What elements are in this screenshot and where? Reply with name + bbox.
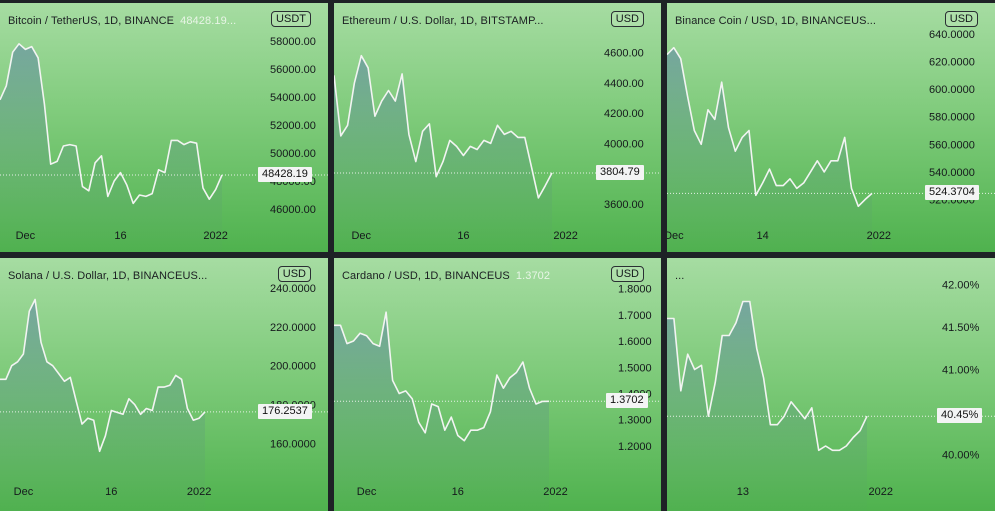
chart-title-value: 1.3702	[515, 270, 551, 282]
price-area	[0, 43, 222, 252]
y-tick-label: 640.0000	[929, 29, 975, 41]
btc-chart-svg: 58000.00 56000.00 54000.00 52000.00 50000.00…	[0, 36, 328, 252]
y-tick-label: 580.0000	[929, 112, 975, 124]
ada-chart-panel[interactable]: 1.80001.70001.60001.50001.40001.30001.20…	[334, 258, 661, 511]
x-tick-label: Dec	[357, 486, 377, 498]
y-tick-label: 41.50%	[942, 322, 980, 334]
x-tick-label: 2022	[187, 486, 211, 498]
sol-chart-svg: 240.0000220.0000200.0000180.0000160.0000…	[0, 283, 328, 511]
chart-title: Solana / U.S. Dollar, 1D, BINANCEUS...	[8, 270, 213, 282]
y-tick-label: 200.0000	[270, 361, 316, 373]
y-tick-label: 50000.00	[270, 148, 316, 160]
eth-chart-svg: 4600.004400.004200.004000.003800.003600.…	[334, 48, 661, 252]
x-tick-label: 2022	[553, 230, 577, 242]
price-line	[667, 46, 873, 208]
currency-badge[interactable]: USD	[944, 11, 978, 27]
x-tick-label: 16	[457, 230, 469, 242]
chart-title-text: Bitcoin / TetherUS, 1D, BINANCE	[8, 15, 175, 27]
x-tick-label: 2022	[867, 230, 891, 242]
btc-chart-panel[interactable]: 58000.00 56000.00 54000.00 52000.00 50000.00…	[0, 3, 328, 252]
price-line	[334, 311, 550, 442]
y-tick-label: 1.2000	[618, 441, 652, 453]
price-area	[667, 47, 872, 252]
chart-title-text: ...	[675, 270, 685, 282]
price-line	[667, 300, 868, 452]
y-tick-label: 240.0000	[270, 283, 316, 295]
last-price-label: 1.3702	[606, 393, 648, 409]
x-tick-label: 2022	[869, 486, 893, 498]
currency-badge[interactable]: USD	[610, 266, 644, 282]
bnb-chart-svg: 640.0000 620.0000 600.0000 580.0000 560.0000…	[667, 29, 995, 252]
chart-title: Binance Coin / USD, 1D, BINANCEUS...	[675, 15, 882, 27]
bnb-chart-panel[interactable]: 640.0000 620.0000 600.0000 580.0000 560.0000…	[667, 3, 995, 252]
x-tick-label: Dec	[667, 230, 684, 242]
x-tick-label: 16	[114, 230, 126, 242]
y-tick-label: 1.6000	[618, 336, 652, 348]
y-tick-label: 600.0000	[929, 84, 975, 96]
x-tick-label: Dec	[14, 486, 34, 498]
y-tick-label: 4600.00	[604, 48, 644, 60]
ada-chart-svg: 1.80001.70001.60001.50001.40001.30001.20…	[334, 284, 661, 511]
last-price-label: 48428.19	[258, 167, 312, 182]
last-price-label: 3804.79	[596, 164, 644, 180]
y-tick-label: 1.8000	[618, 284, 652, 296]
y-tick-label: 58000.00	[270, 36, 316, 48]
y-tick-label: 540.0000	[929, 167, 975, 179]
price-line	[334, 54, 553, 199]
eth-chart-panel[interactable]: 4600.004400.004200.004000.003800.003600.…	[334, 3, 661, 252]
y-tick-label: 56000.00	[270, 64, 316, 76]
chart-title-text: Ethereum / U.S. Dollar, 1D, BITSTAMP...	[342, 15, 544, 27]
chart-title-text: Solana / U.S. Dollar, 1D, BINANCEUS...	[8, 270, 208, 282]
chart-title: Cardano / USD, 1D, BINANCEUS 1.3702	[342, 270, 550, 282]
y-tick-label: 4200.00	[604, 108, 644, 120]
x-tick-label: 16	[452, 486, 464, 498]
last-price-label: 40.45%	[937, 408, 983, 424]
x-tick-label: 16	[105, 486, 117, 498]
last-price-label: 524.3704	[925, 185, 979, 201]
y-tick-label: 42.00%	[942, 280, 980, 292]
last-price-label: 176.2537	[258, 403, 312, 419]
y-tick-label: 4000.00	[604, 138, 644, 150]
y-tick-label: 54000.00	[270, 92, 316, 104]
price-area	[334, 312, 549, 511]
price-area	[0, 299, 205, 511]
currency-badge[interactable]: USDT	[271, 11, 311, 27]
sol-chart-panel[interactable]: 240.0000220.0000200.0000180.0000160.0000…	[0, 258, 328, 511]
price-line	[0, 298, 206, 453]
y-tick-label: 41.00%	[942, 365, 980, 377]
x-tick-label: 13	[737, 486, 749, 498]
y-tick-label: 1.5000	[618, 362, 652, 374]
x-tick-label: 2022	[203, 230, 227, 242]
chart-title-value: 48428.19...	[180, 15, 237, 27]
price-area	[334, 55, 552, 252]
y-tick-label: 1.7000	[618, 310, 652, 322]
currency-badge[interactable]: USD	[610, 11, 644, 27]
y-tick-label: 3600.00	[604, 199, 644, 211]
price-line	[0, 42, 223, 205]
chart-title: ...	[675, 270, 690, 282]
x-tick-label: 14	[757, 230, 769, 242]
y-tick-label: 46000.00	[270, 204, 316, 216]
y-tick-label: 620.0000	[929, 56, 975, 68]
y-tick-label: 160.0000	[270, 439, 316, 451]
y-tick-label: 560.0000	[929, 139, 975, 151]
x-tick-label: Dec	[351, 230, 371, 242]
chart-title: Ethereum / U.S. Dollar, 1D, BITSTAMP...	[342, 15, 550, 27]
y-tick-label: 40.00%	[942, 450, 980, 462]
currency-badge[interactable]: USD	[277, 266, 311, 282]
x-tick-label: Dec	[16, 230, 36, 242]
chart-title-text: Binance Coin / USD, 1D, BINANCEUS...	[675, 15, 877, 27]
chart-title: Bitcoin / TetherUS, 1D, BINANCE 48428.19.…	[8, 15, 236, 27]
x-tick-label: 2022	[543, 486, 567, 498]
y-tick-label: 52000.00	[270, 120, 316, 132]
y-tick-label: 220.0000	[270, 322, 316, 334]
y-tick-label: 4400.00	[604, 78, 644, 90]
y-tick-label: 1.3000	[618, 415, 652, 427]
chart-title-text: Cardano / USD, 1D, BINANCEUS	[342, 270, 510, 282]
